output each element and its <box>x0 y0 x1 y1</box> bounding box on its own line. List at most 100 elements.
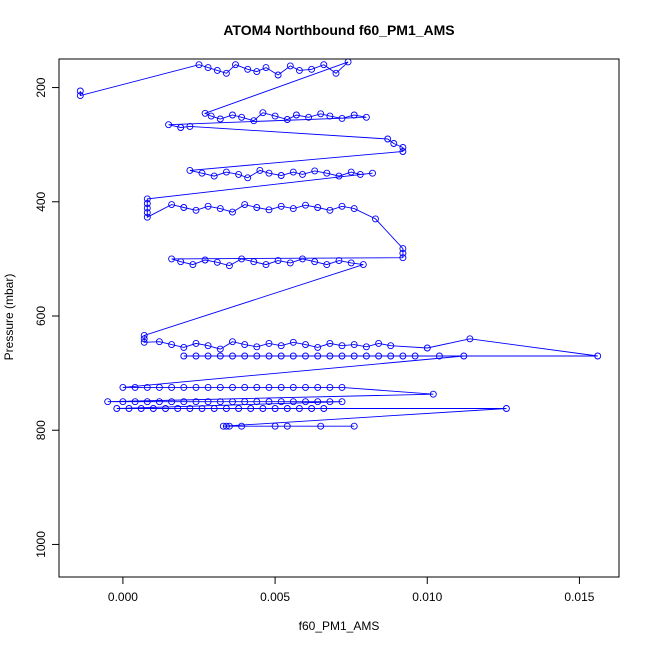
data-point <box>362 352 370 360</box>
data-point <box>320 61 328 69</box>
data-point <box>222 69 230 77</box>
data-point <box>162 405 169 412</box>
data-point <box>314 343 322 351</box>
data-point <box>311 167 319 175</box>
data-point <box>253 343 261 351</box>
data-point <box>225 262 233 270</box>
data-point <box>295 66 303 74</box>
data-point <box>204 398 212 406</box>
data-point <box>143 195 151 203</box>
data-point <box>247 405 255 412</box>
data-point <box>265 169 273 177</box>
data-point <box>131 383 139 391</box>
data-point <box>143 398 151 406</box>
data-point <box>277 352 285 360</box>
data-point <box>216 115 224 123</box>
data-point <box>119 398 127 406</box>
data-point <box>289 338 297 346</box>
data-point <box>295 405 303 412</box>
data-point <box>192 352 200 360</box>
data-point <box>344 59 352 66</box>
data-point <box>399 352 407 360</box>
data-point <box>229 352 236 360</box>
data-point <box>372 215 379 223</box>
data-point <box>143 204 151 212</box>
data-point <box>229 383 236 391</box>
data-point <box>180 204 188 211</box>
data-point <box>274 71 282 79</box>
y-tick-label: 1000 <box>34 531 48 558</box>
data-point <box>323 169 331 177</box>
data-point <box>283 116 291 123</box>
data-point <box>265 383 273 391</box>
data-point <box>204 352 212 360</box>
data-point <box>274 257 282 265</box>
data-point <box>375 339 383 347</box>
data-point <box>314 204 322 211</box>
data-point <box>271 112 279 120</box>
data-point <box>204 342 212 350</box>
data-point <box>262 261 270 269</box>
data-point <box>149 405 157 412</box>
data-point <box>155 398 163 406</box>
data-point <box>384 135 392 143</box>
data-point <box>289 383 297 391</box>
data-point <box>283 405 291 412</box>
data-point <box>174 405 182 412</box>
data-point <box>317 422 325 430</box>
data-point <box>177 124 185 131</box>
data-point <box>390 140 398 147</box>
x-tick-label: 0.015 <box>564 590 594 604</box>
data-point <box>216 352 224 360</box>
data-point <box>338 114 346 122</box>
data-point <box>326 206 334 214</box>
data-point <box>229 111 236 119</box>
data-point <box>241 341 249 349</box>
data-point <box>235 170 243 178</box>
data-point <box>229 208 236 216</box>
data-point <box>222 422 230 430</box>
x-axis-label: f60_PM1_AMS <box>299 619 380 633</box>
data-point <box>302 201 309 209</box>
data-point <box>302 383 309 391</box>
y-tick-label: 600 <box>34 306 48 326</box>
data-point <box>286 62 294 70</box>
data-point <box>192 398 200 406</box>
data-point <box>460 352 468 360</box>
data-point <box>165 121 173 129</box>
x-tick-label: 0.010 <box>412 590 442 604</box>
data-point <box>362 113 370 121</box>
data-point <box>259 109 267 117</box>
data-point <box>289 352 297 360</box>
data-point <box>76 87 84 95</box>
data-point <box>265 398 273 406</box>
data-point <box>180 343 188 351</box>
plot-frame <box>58 58 620 578</box>
data-point <box>143 209 151 217</box>
data-point <box>265 352 273 360</box>
data-point <box>168 201 176 209</box>
series-layer <box>76 59 602 430</box>
data-point <box>314 383 322 391</box>
data-point <box>350 111 358 119</box>
data-point <box>207 112 215 120</box>
data-point <box>423 344 431 352</box>
data-point <box>137 405 145 412</box>
data-point <box>180 398 188 406</box>
data-point <box>229 398 236 406</box>
data-point <box>222 168 230 176</box>
data-point <box>238 422 246 430</box>
data-point <box>466 335 474 343</box>
data-point <box>350 422 358 430</box>
data-point <box>186 166 194 174</box>
data-point <box>104 398 112 406</box>
data-point <box>253 383 261 391</box>
data-point <box>76 92 84 100</box>
data-point <box>192 339 200 347</box>
data-point <box>140 335 148 343</box>
data-point <box>326 339 334 347</box>
data-point <box>387 352 395 360</box>
data-point <box>216 383 224 391</box>
data-point <box>143 213 151 221</box>
